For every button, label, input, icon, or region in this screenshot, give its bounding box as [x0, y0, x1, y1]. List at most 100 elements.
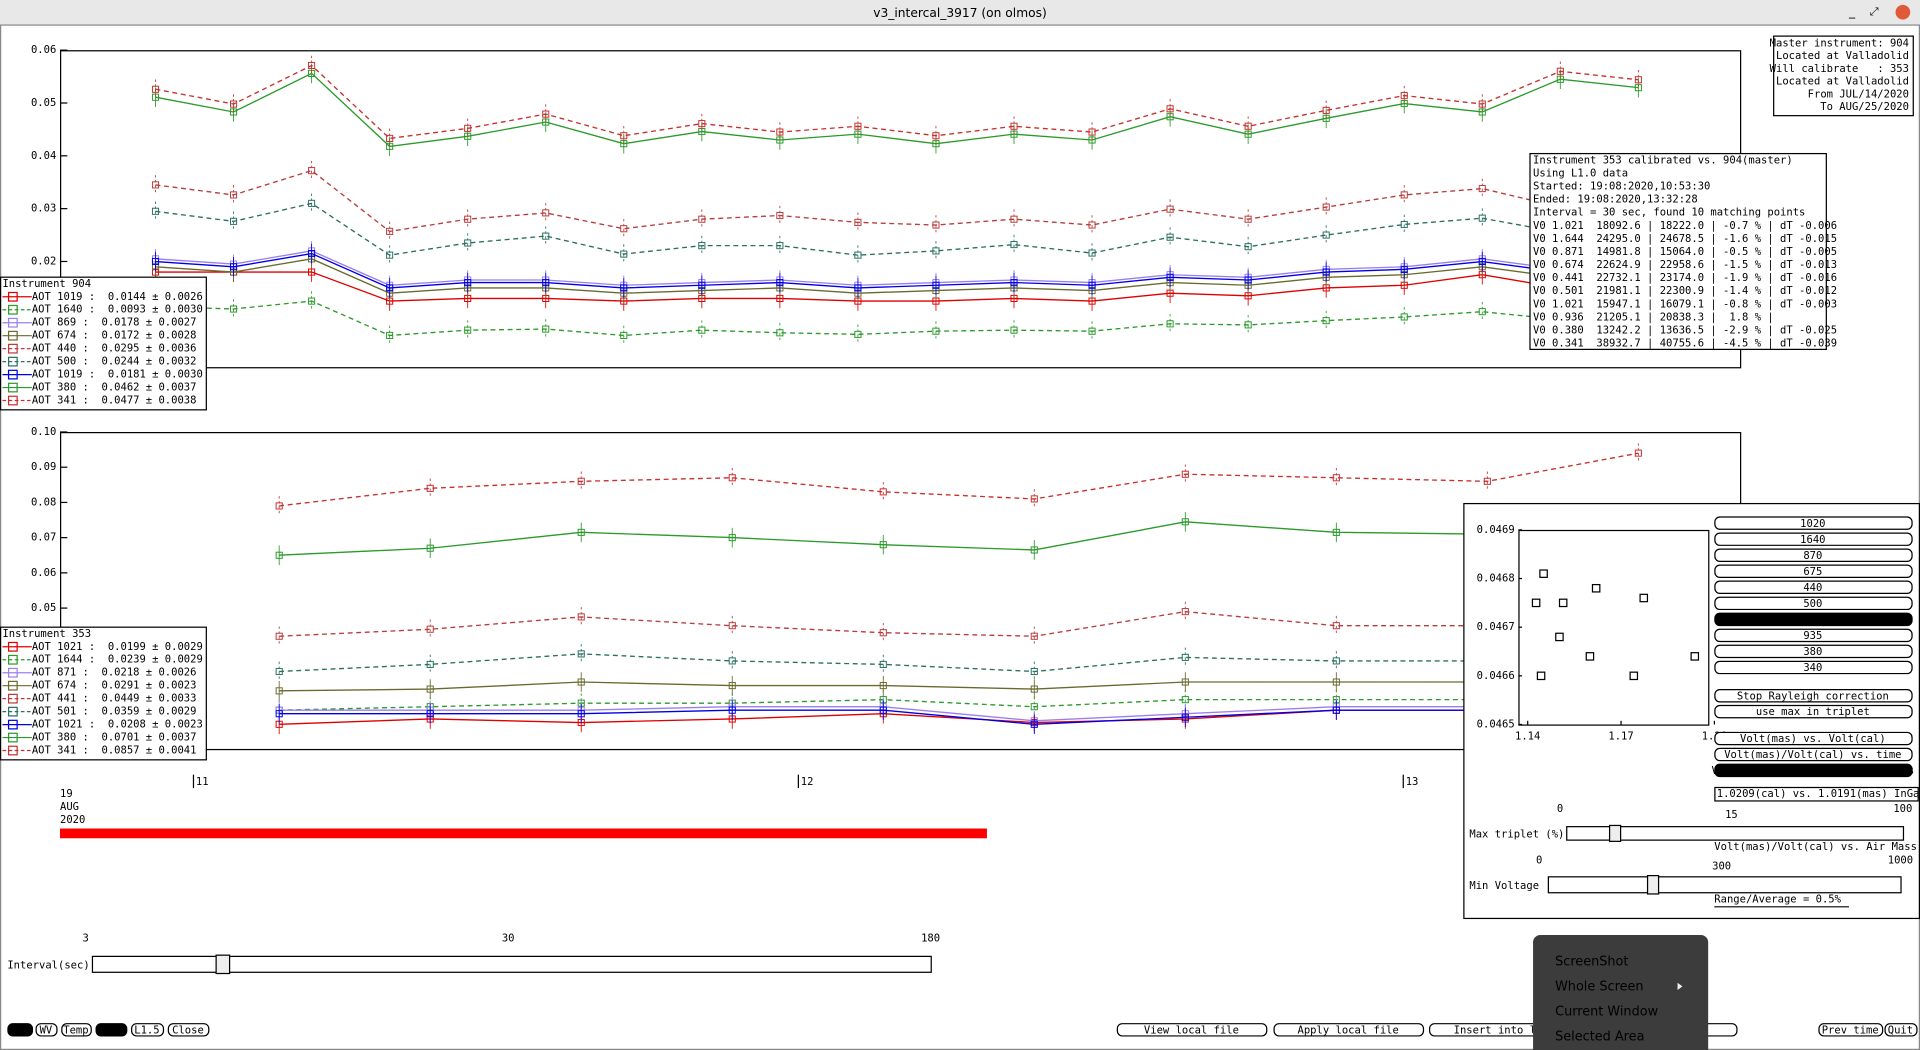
toolbar-button-label[interactable]: Close [172, 1024, 204, 1036]
action-button[interactable] [1273, 1023, 1425, 1037]
ratio-box [1714, 786, 1919, 802]
toolbar-button[interactable] [167, 1023, 210, 1037]
action-button-label[interactable]: Quit [1888, 1024, 1913, 1036]
point-marker [1400, 313, 1408, 321]
point-marker [1478, 257, 1486, 266]
wavelength-button-label[interactable]: 935 [1803, 630, 1822, 642]
legend-entry: AOT 1021 : 0.0208 ± 0.0023 [32, 719, 203, 731]
toolbar-button-label[interactable]: AOT [10, 1024, 30, 1036]
wavelength-button[interactable] [1714, 548, 1913, 562]
menu-item[interactable]: Current Window [1555, 1005, 1658, 1020]
wavelength-button-label[interactable]: 500 [1803, 598, 1822, 610]
wavelength-button[interactable] [1714, 596, 1913, 611]
menu-item[interactable]: ScreenShot [1555, 954, 1628, 969]
x-tick-label: 1.17 [1608, 731, 1633, 743]
toolbar-button-label[interactable]: Temp [63, 1024, 88, 1036]
slider-track[interactable] [91, 955, 932, 973]
toolbar-button-label[interactable]: L1.5 [134, 1024, 159, 1036]
slider-handle[interactable] [1646, 875, 1660, 895]
wavelength-button[interactable] [1714, 660, 1913, 675]
point-marker [1400, 220, 1408, 229]
point-marker [1030, 703, 1038, 711]
mode-button[interactable] [1714, 747, 1913, 762]
point-marker [854, 330, 862, 338]
wavelength-button-label[interactable]: 1020 InGaAs [1778, 614, 1848, 626]
point-marker [1478, 100, 1486, 108]
close-button[interactable] [1895, 4, 1911, 20]
slider-handle[interactable] [1608, 824, 1622, 842]
wavelength-button[interactable] [1714, 628, 1913, 643]
action-button[interactable] [1884, 1023, 1918, 1037]
point-marker [1478, 185, 1486, 193]
point-marker [698, 120, 706, 128]
toolbar-button-label[interactable]: WV [40, 1024, 53, 1036]
wavelength-button-label[interactable]: 675 [1803, 566, 1822, 578]
toolbar-button-label[interactable]: L1.0 [98, 1024, 123, 1036]
legend-entry: AOT 440 : 0.0295 ± 0.0036 [32, 343, 197, 355]
point-marker [620, 331, 628, 339]
wavelength-button[interactable] [1714, 532, 1913, 546]
wavelength-button[interactable] [1714, 516, 1913, 530]
calibration-line: V0 0.871 14981.8 | 15064.0 | -0.5 % | dT… [1533, 246, 1837, 258]
wavelength-button-label[interactable]: 440 [1803, 582, 1822, 594]
point-marker [728, 622, 736, 630]
option-button-label[interactable]: use max in triplet [1756, 706, 1870, 718]
master-line: From JUL/14/2020 [1808, 88, 1909, 100]
action-button-label[interactable]: Insert into loca [1454, 1024, 1555, 1036]
action-button[interactable] [1818, 1023, 1884, 1037]
wavelength-button-label[interactable]: 870 [1803, 550, 1822, 562]
y-tick-label: 0.05 [31, 602, 56, 614]
point-marker [879, 541, 887, 549]
point-marker [275, 632, 283, 640]
menu-item[interactable]: Whole Screen [1555, 979, 1643, 994]
minimize-button[interactable]: _ [1848, 5, 1856, 19]
toolbar-button[interactable] [35, 1023, 58, 1037]
legend-entry: AOT 1644 : 0.0239 ± 0.0029 [32, 654, 203, 666]
calibration-line: V0 0.380 13242.2 | 13636.5 | -2.9 % | dT… [1533, 325, 1837, 337]
slider-track[interactable] [1566, 826, 1905, 841]
mode-button[interactable] [1714, 763, 1913, 778]
action-button-label[interactable]: Apply local file [1298, 1024, 1399, 1036]
point-marker [1634, 449, 1642, 457]
toolbar-button[interactable] [61, 1023, 92, 1037]
wavelength-button[interactable] [1714, 564, 1913, 578]
mode-button-label[interactable]: Volt(mas)/Volt(cal) vs. Air Mass [1712, 765, 1915, 777]
toolbar-button[interactable] [131, 1023, 165, 1037]
series-line [279, 653, 1639, 673]
option-button[interactable] [1714, 688, 1913, 703]
mode-button-label[interactable]: Volt(mas)/Volt(cal) vs. time [1724, 749, 1901, 761]
maximize-button[interactable]: ⤢ [1870, 5, 1879, 18]
toolbar-button[interactable] [7, 1023, 34, 1037]
wavelength-button[interactable] [1714, 612, 1913, 627]
start-date: AUG [60, 801, 79, 813]
wavelength-button[interactable] [1714, 580, 1913, 595]
slider-tick: 300 [1712, 860, 1731, 872]
action-button-label[interactable]: Prev time [1822, 1024, 1879, 1036]
option-button[interactable] [1714, 704, 1913, 719]
option-button-label[interactable]: Stop Rayleigh correction [1737, 690, 1889, 702]
point-marker [1181, 696, 1189, 704]
point-marker [308, 199, 316, 207]
legend-entry: AOT 1019 : 0.0144 ± 0.0026 [32, 291, 203, 303]
point-marker [1244, 321, 1252, 329]
menu-item[interactable]: Selected Area [1555, 1030, 1644, 1045]
calibration-line: Interval = 30 sec, found 10 matching poi… [1533, 207, 1805, 219]
action-button[interactable] [1116, 1023, 1268, 1037]
toolbar-button[interactable] [95, 1023, 128, 1037]
wavelength-button-label[interactable]: 380 [1803, 646, 1822, 658]
wavelength-button-label[interactable]: 1640 [1800, 534, 1825, 546]
wavelength-button[interactable] [1714, 644, 1913, 659]
point-marker [1322, 203, 1330, 211]
point-marker [577, 710, 585, 718]
slider-handle[interactable] [215, 954, 231, 975]
master-line: Located at Valladolid [1776, 76, 1909, 88]
point-marker [1030, 685, 1038, 693]
wavelength-button-label[interactable]: 340 [1803, 662, 1822, 674]
slider-track[interactable] [1547, 876, 1902, 894]
wavelength-button-label[interactable]: 1020 [1800, 518, 1825, 530]
point-marker [879, 682, 887, 690]
action-button-label[interactable]: View local file [1144, 1024, 1239, 1036]
mode-button-label[interactable]: Volt(mas) vs. Volt(cal) [1740, 733, 1886, 745]
point-marker [1322, 231, 1330, 239]
mode-button[interactable] [1714, 731, 1913, 746]
